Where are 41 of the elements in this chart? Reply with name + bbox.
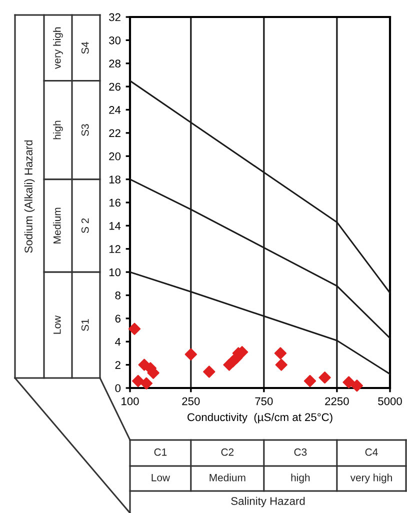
text: C3 [294,448,307,456]
text: high [53,120,63,140]
y-tick-label: 30 [109,36,121,44]
y-tick-label: 0 [115,384,121,392]
y-tick-label: 2 [115,361,120,369]
x-tick-label: 5000 [378,397,402,406]
text: S3 [81,124,89,136]
y-tick-label: 14 [109,222,121,230]
text: Salinity Hazard [231,496,305,508]
y-tick-label: 10 [109,268,121,276]
y-tick-label: 20 [109,152,121,160]
y-tick-label: 28 [109,60,120,68]
y-tick-label: 32 [109,13,120,22]
x-tick-label: 100 [122,397,139,406]
y-tick-label: 6 [115,314,120,323]
text: Low [54,315,61,334]
text: high [291,474,310,484]
text: very high [53,27,63,69]
text: S 2 [81,218,89,234]
text: S1 [81,319,89,331]
x-tick-label: 250 [182,397,200,406]
y-tick-label: 26 [109,82,120,91]
text: Low [152,474,170,482]
y-tick-label: 24 [109,106,121,114]
y-tick-label: 8 [115,292,120,300]
text: S4 [81,42,89,54]
y-tick-label: 12 [109,245,120,253]
x-axis-title: Conductivity (µS/cm at 25°C) [188,412,332,424]
x-tick-label: 750 [255,397,273,406]
x-tick-label: 2250 [325,397,349,406]
y-tick-label: 18 [109,176,120,184]
y-tick-label: 4 [115,338,121,346]
text: C2 [221,448,234,456]
text: Medium [210,474,246,482]
text: Medium [53,208,61,244]
y-tick-label: 22 [109,129,120,137]
text: C4 [365,448,378,456]
text: Sodium (Alkali) Hazard [24,140,35,253]
text: very high [350,474,392,484]
y-tick-label: 16 [109,198,120,207]
text: C1 [154,448,167,456]
